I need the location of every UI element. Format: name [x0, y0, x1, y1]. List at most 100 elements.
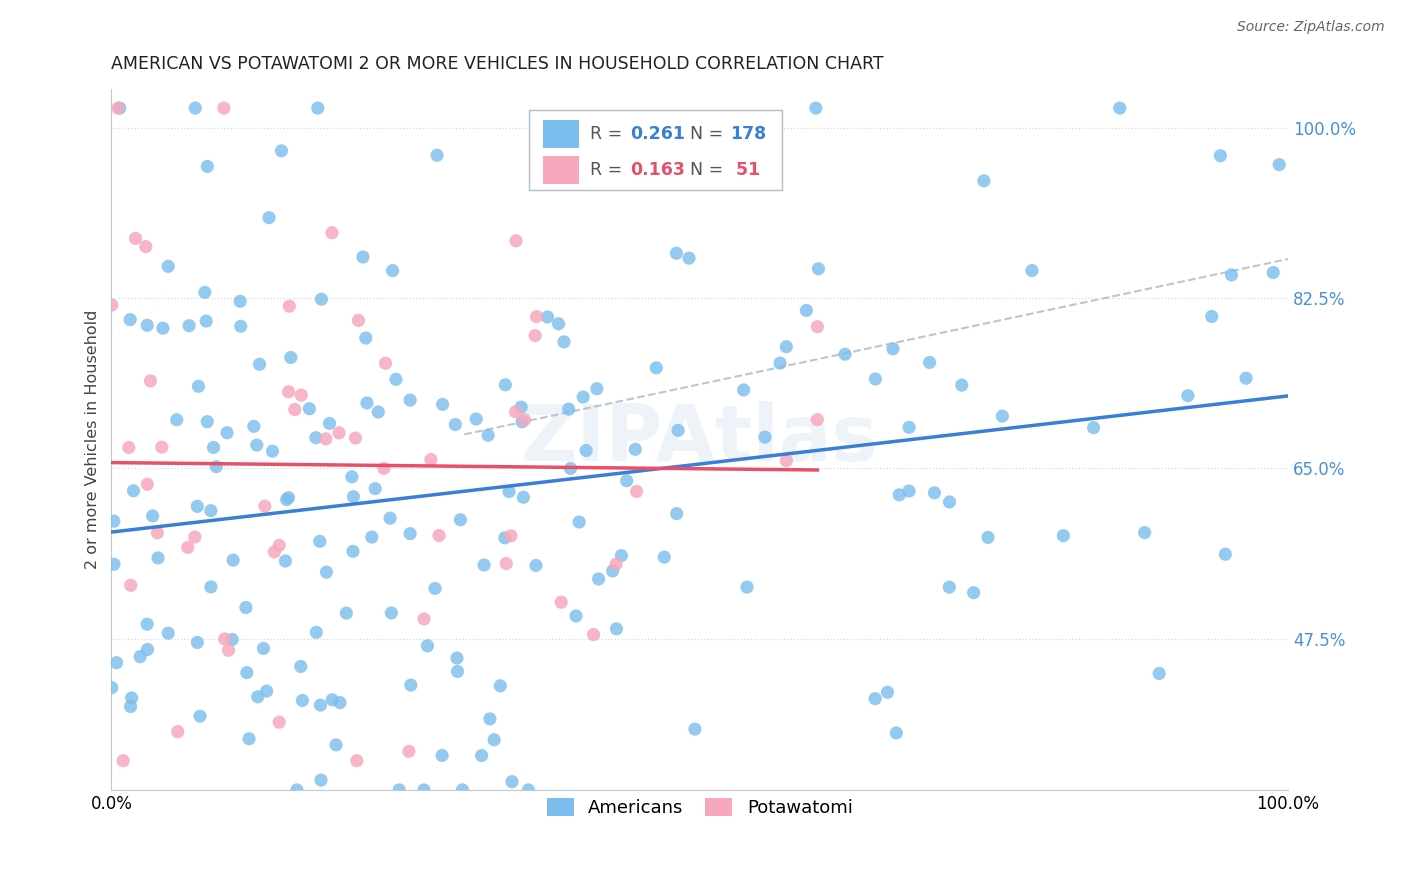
Point [665, 246, 688, 260]
Point [526, 310, 548, 324]
Bar [543, 156, 578, 184]
Point [325, 738, 347, 752]
Point [769, 356, 792, 370]
Point [277, 384, 299, 399]
Point [432, 397, 454, 411]
Point [246, 438, 269, 452]
Point [582, 627, 605, 641]
Point [1147, 666, 1170, 681]
Point [898, 420, 921, 434]
Point [200, 580, 222, 594]
Point [340, 470, 363, 484]
Point [103, 558, 125, 572]
Point [195, 314, 218, 328]
Point [385, 372, 408, 386]
Point [157, 260, 180, 274]
Point [1209, 149, 1232, 163]
Point [512, 490, 534, 504]
Point [146, 525, 169, 540]
Point [136, 318, 159, 333]
Point [120, 578, 142, 592]
Point [557, 402, 579, 417]
Point [510, 400, 533, 414]
Point [276, 492, 298, 507]
Point [1177, 389, 1199, 403]
Point [194, 285, 217, 300]
Text: Source: ZipAtlas.com: Source: ZipAtlas.com [1237, 20, 1385, 34]
Text: 51: 51 [730, 161, 761, 179]
Point [477, 428, 499, 442]
Point [290, 388, 312, 402]
Point [212, 101, 235, 115]
Point [834, 347, 856, 361]
Point [136, 642, 159, 657]
Point [101, 298, 124, 312]
Text: R =: R = [591, 125, 628, 143]
Point [270, 144, 292, 158]
Point [478, 712, 501, 726]
Point [977, 530, 1000, 544]
Point [195, 160, 218, 174]
Point [136, 477, 159, 491]
Point [938, 495, 960, 509]
Point [586, 382, 609, 396]
Point [107, 101, 129, 115]
Point [517, 783, 540, 797]
Point [121, 690, 143, 705]
FancyBboxPatch shape [529, 110, 782, 190]
Point [446, 665, 468, 679]
Legend: Americans, Potawatomi: Americans, Potawatomi [540, 791, 860, 824]
Point [876, 685, 898, 699]
Point [399, 526, 422, 541]
Point [346, 754, 368, 768]
Point [188, 709, 211, 723]
Point [136, 617, 159, 632]
Point [430, 748, 453, 763]
Point [572, 390, 595, 404]
Point [243, 419, 266, 434]
Point [195, 415, 218, 429]
Point [678, 251, 700, 265]
Point [482, 732, 505, 747]
Point [269, 715, 291, 730]
Point [321, 693, 343, 707]
Point [252, 641, 274, 656]
Point [498, 484, 520, 499]
Point [262, 444, 284, 458]
Point [1215, 547, 1237, 561]
Point [344, 431, 367, 445]
Point [329, 696, 352, 710]
Point [221, 632, 243, 647]
Point [187, 379, 209, 393]
Point [186, 635, 208, 649]
Point [889, 488, 911, 502]
Point [1108, 101, 1130, 115]
Point [494, 531, 516, 545]
Point [427, 528, 450, 542]
Point [605, 622, 627, 636]
Point [305, 431, 328, 445]
Point [307, 101, 329, 115]
Point [547, 317, 569, 331]
Point [616, 474, 638, 488]
Point [536, 310, 558, 324]
Text: AMERICAN VS POTAWATOMI 2 OR MORE VEHICLES IN HOUSEHOLD CORRELATION CHART: AMERICAN VS POTAWATOMI 2 OR MORE VEHICLE… [111, 55, 884, 73]
Point [235, 600, 257, 615]
Point [135, 239, 157, 253]
Point [120, 312, 142, 326]
Point [1268, 158, 1291, 172]
Point [806, 412, 828, 426]
Point [356, 396, 378, 410]
Point [560, 461, 582, 475]
Point [308, 534, 330, 549]
Point [413, 612, 436, 626]
Point [652, 550, 675, 565]
Point [291, 693, 314, 707]
Point [280, 351, 302, 365]
Point [318, 417, 340, 431]
Point [290, 659, 312, 673]
Point [200, 503, 222, 517]
Point [309, 773, 332, 788]
Point [524, 328, 547, 343]
Point [882, 342, 904, 356]
